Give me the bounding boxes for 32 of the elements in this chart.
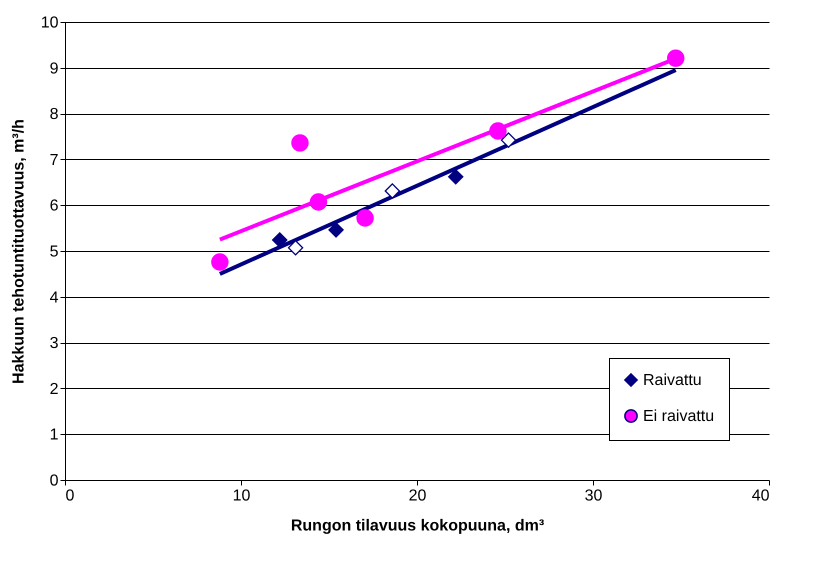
point — [384, 183, 400, 199]
y-axis-title: Hakkuun tehotuntituottavuus, m³/h — [10, 119, 28, 384]
point — [667, 49, 684, 67]
point — [448, 169, 464, 185]
legend-label: Ei raivattu — [643, 408, 714, 425]
y-tick-label: 10 — [40, 14, 59, 32]
point — [328, 222, 344, 238]
point — [272, 232, 288, 248]
y-tick-label: 0 — [50, 472, 59, 490]
point — [291, 134, 309, 152]
x-axis-title: Rungon tilavuus kokopuuna, dm³ — [290, 518, 544, 534]
point — [310, 193, 328, 211]
y-tick-label: 1 — [50, 426, 59, 444]
y-tick-label: 2 — [50, 380, 59, 398]
x-tick-label: 20 — [408, 488, 426, 504]
point — [356, 209, 374, 227]
point — [500, 132, 516, 148]
point — [211, 253, 229, 271]
x-tick-label: 0 — [66, 488, 74, 504]
x-tick-label: 10 — [232, 488, 250, 504]
legend-label: Raivattu — [643, 372, 702, 389]
y-tick-label: 7 — [50, 152, 59, 169]
x-tick-label: 40 — [752, 488, 770, 504]
y-tick-label: 4 — [50, 289, 59, 306]
y-tick-label: 3 — [50, 335, 59, 352]
y-tick-label: 9 — [50, 60, 59, 78]
y-tick-label: 8 — [50, 106, 59, 124]
y-tick-label: 6 — [50, 198, 59, 215]
x-tick-label: 30 — [584, 488, 602, 504]
point — [288, 240, 304, 256]
point — [489, 122, 507, 140]
y-tick-label: 5 — [50, 244, 59, 260]
